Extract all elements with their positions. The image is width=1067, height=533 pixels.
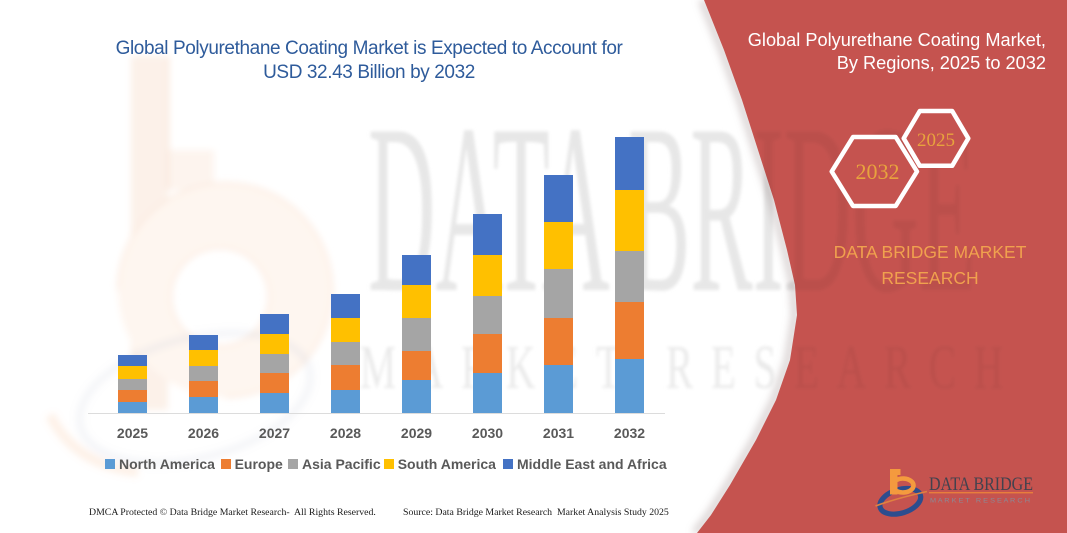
svg-text:M A R K E T R E S E A R C H: M A R K E T R E S E A R C H	[930, 498, 1030, 505]
svg-text:2025: 2025	[917, 130, 955, 151]
svg-text:DATA BRIDGE: DATA BRIDGE	[368, 76, 976, 344]
svg-text:2032: 2032	[856, 159, 900, 184]
svg-text:MARKET RESEARCH: MARKET RESEARCH	[360, 334, 1022, 403]
svg-text:DATA BRIDGE: DATA BRIDGE	[929, 474, 1033, 495]
